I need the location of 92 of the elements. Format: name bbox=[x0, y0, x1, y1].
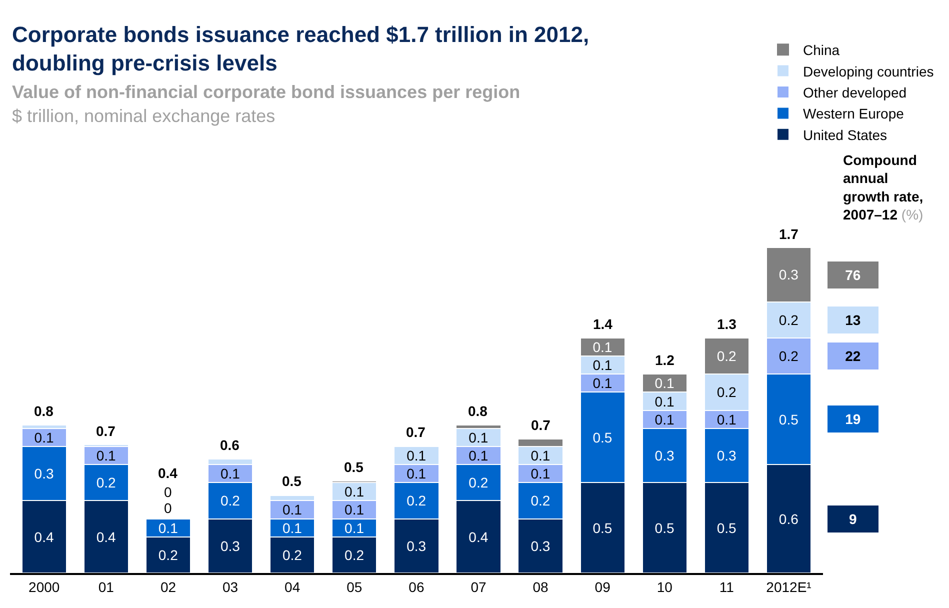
data-label: 0.1 bbox=[406, 466, 426, 482]
text: 9 bbox=[849, 511, 857, 527]
data-label: 0.1 bbox=[654, 375, 674, 392]
x-tick-label: 11 bbox=[719, 578, 734, 595]
data-label: 0.1 bbox=[282, 502, 302, 518]
data-label: 0.1 bbox=[282, 520, 302, 536]
data-label: 0.2 bbox=[220, 492, 240, 509]
data-label: 0.1 bbox=[592, 357, 612, 374]
x-tick-label: 09 bbox=[594, 578, 611, 595]
legend-label: Developing countries bbox=[803, 63, 934, 80]
data-label: 0.2 bbox=[716, 348, 737, 364]
data-label: 0.4 bbox=[34, 528, 54, 545]
total-label: 1.3 bbox=[717, 316, 737, 332]
data-label: 0.3 bbox=[34, 466, 54, 482]
data-label: 0.2 bbox=[530, 492, 550, 509]
x-tick-label: 06 bbox=[408, 578, 424, 595]
x-tick-label: 07 bbox=[470, 578, 486, 595]
data-label: 0.3 bbox=[406, 538, 426, 554]
data-label: 0.3 bbox=[778, 266, 799, 283]
total-label: 0.8 bbox=[468, 403, 488, 419]
data-label: 0.2 bbox=[158, 546, 178, 563]
total-label: 0.4 bbox=[158, 465, 178, 481]
total-label: 0.7 bbox=[531, 417, 551, 433]
data-label: 0.5 bbox=[592, 429, 612, 446]
data-label: 0.3 bbox=[530, 538, 550, 554]
data-label: 0.1 bbox=[344, 484, 364, 500]
data-label: 0.6 bbox=[778, 510, 799, 527]
text: Compound annual growth rate, 2007–12 (%) bbox=[843, 152, 924, 223]
legend-label: China bbox=[803, 42, 840, 58]
data-label: 0.3 bbox=[654, 448, 674, 464]
text: $ trillion, nominal exchange rates bbox=[12, 106, 276, 126]
x-tick-label: 04 bbox=[284, 578, 300, 595]
x-tick-label: 2012E¹ bbox=[766, 578, 812, 595]
data-label: 0.1 bbox=[34, 429, 54, 446]
x-tick-label: 05 bbox=[346, 578, 362, 595]
data-label: 0.1 bbox=[158, 520, 178, 536]
data-label: 0.2 bbox=[282, 546, 302, 563]
x-tick-label: 01 bbox=[98, 578, 114, 595]
data-label: 0.5 bbox=[716, 520, 737, 536]
total-label: 0.8 bbox=[34, 403, 54, 419]
data-label: 0.1 bbox=[468, 448, 488, 464]
x-tick-label: 03 bbox=[222, 578, 238, 595]
data-label: 0.1 bbox=[220, 466, 240, 482]
data-label: 0.5 bbox=[654, 520, 674, 536]
data-label: 0.1 bbox=[530, 466, 550, 482]
x-tick-label: 08 bbox=[532, 578, 549, 595]
data-label: 0.5 bbox=[592, 520, 612, 536]
data-label: 0.2 bbox=[716, 384, 737, 400]
data-label: 0.1 bbox=[344, 520, 364, 536]
data-label: 0.1 bbox=[344, 502, 364, 518]
total-label: 0.7 bbox=[406, 424, 426, 440]
x-tick-label: 02 bbox=[160, 578, 176, 595]
text: 13 bbox=[845, 312, 861, 328]
x-tick-label: 10 bbox=[656, 578, 673, 595]
data-label: 0.4 bbox=[96, 528, 116, 545]
total-label: 0.5 bbox=[344, 459, 364, 475]
data-label: 0.5 bbox=[778, 411, 799, 428]
data-label: 0.2 bbox=[778, 312, 799, 328]
data-label: 0.1 bbox=[716, 411, 737, 428]
data-label: 0 bbox=[164, 500, 172, 516]
data-label: 0 bbox=[164, 484, 172, 500]
data-label: 0.1 bbox=[468, 429, 488, 446]
data-label: 0.3 bbox=[220, 538, 240, 554]
total-label: 0.5 bbox=[282, 473, 302, 489]
text: 19 bbox=[845, 411, 861, 427]
total-label: 1.4 bbox=[593, 316, 613, 332]
text: 22 bbox=[845, 348, 861, 364]
data-label: 0.2 bbox=[96, 474, 116, 491]
legend-label: Western Europe bbox=[803, 106, 904, 122]
total-label: 0.7 bbox=[96, 423, 116, 439]
data-label: 0.1 bbox=[592, 339, 612, 356]
x-tick-label: 2000 bbox=[28, 578, 60, 595]
data-label: 0.1 bbox=[654, 393, 674, 410]
data-label: 0.1 bbox=[654, 411, 674, 428]
chart-title: Corporate bonds issuance reached $1.7 trillion in 2012, doubling pre-crisis levels bbox=[12, 22, 590, 76]
data-label: 0.1 bbox=[406, 448, 426, 464]
data-label: 0.1 bbox=[96, 448, 116, 464]
data-label: 0.2 bbox=[406, 492, 426, 509]
legend-label: United States bbox=[803, 126, 888, 143]
data-label: 0.2 bbox=[344, 546, 364, 563]
legend-label: Other developed bbox=[803, 84, 907, 100]
total-label: 0.6 bbox=[220, 437, 240, 453]
data-label: 0.3 bbox=[716, 448, 737, 464]
data-label: 0.2 bbox=[778, 348, 799, 364]
data-label: 0.2 bbox=[468, 474, 488, 491]
data-label: 0.1 bbox=[592, 375, 612, 392]
data-label: 0.4 bbox=[468, 528, 488, 545]
total-label: 1.7 bbox=[779, 226, 799, 242]
data-label: 0.1 bbox=[530, 448, 550, 464]
chart-subtitle: Value of non-financial corporate bond issuances per region bbox=[12, 82, 520, 102]
total-label: 1.2 bbox=[655, 352, 675, 368]
text: 76 bbox=[845, 267, 861, 283]
